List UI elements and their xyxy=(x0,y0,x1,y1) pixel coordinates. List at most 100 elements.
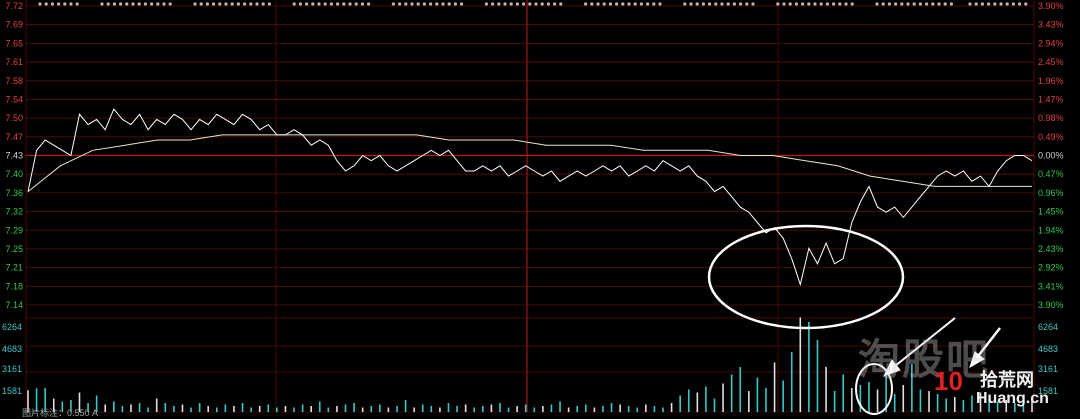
dot-marker xyxy=(912,2,916,6)
volume-tick-label: 1581 xyxy=(2,386,22,396)
dot-marker xyxy=(726,2,730,6)
price-tick-label: 7.32 xyxy=(5,207,23,217)
dot-marker xyxy=(497,2,501,6)
percent-tick-label: 1.47% xyxy=(1038,94,1064,104)
dot-marker xyxy=(125,2,129,6)
dot-marker xyxy=(838,2,842,6)
dot-marker xyxy=(106,2,110,6)
dot-marker xyxy=(230,2,234,6)
percent-tick-label: 1.94% xyxy=(1038,225,1064,235)
dot-marker xyxy=(807,2,811,6)
price-tick-label: 7.29 xyxy=(5,225,23,235)
dot-marker xyxy=(305,2,309,6)
dot-marker xyxy=(646,2,650,6)
dot-marker xyxy=(422,2,426,6)
percent-tick-label: 0.96% xyxy=(1038,188,1064,198)
dot-marker xyxy=(491,2,495,6)
percent-tick-label: 1.45% xyxy=(1038,207,1064,217)
percent-tick-label: 0.47% xyxy=(1038,169,1064,179)
dot-marker xyxy=(639,2,644,6)
logo-domain: Huang.cn xyxy=(976,390,1049,407)
price-tick-label: 7.43 xyxy=(5,151,23,161)
dot-marker xyxy=(534,2,538,6)
dot-marker xyxy=(267,2,271,6)
top-dot-row xyxy=(38,2,1028,6)
dot-marker xyxy=(1005,2,1009,6)
dot-marker xyxy=(881,2,885,6)
dot-marker xyxy=(410,2,414,6)
dot-marker xyxy=(993,2,997,6)
volume-tick-label-right: 4683 xyxy=(1038,344,1058,354)
dot-marker xyxy=(323,2,327,6)
dot-marker xyxy=(360,2,364,6)
dot-marker xyxy=(329,2,333,6)
watermark-text: 淘股吧 xyxy=(858,336,991,383)
dot-marker xyxy=(720,2,724,6)
dot-marker xyxy=(205,2,209,6)
dot-marker xyxy=(695,2,699,6)
highlight-circle-large xyxy=(707,224,905,330)
dot-marker xyxy=(801,2,805,6)
dot-marker xyxy=(559,2,563,6)
dot-marker xyxy=(540,2,544,6)
price-tick-label: 7.40 xyxy=(5,169,23,179)
percent-tick-label: 0.00% xyxy=(1038,151,1064,161)
volume-tick-label: 6264 xyxy=(2,322,22,332)
percent-tick-label: 2.92% xyxy=(1038,263,1064,273)
volume-tick-label: 3161 xyxy=(2,364,22,374)
price-tick-label: 7.50 xyxy=(5,113,23,123)
dot-marker xyxy=(739,2,743,6)
volume-tick-label-right: 1581 xyxy=(1038,386,1058,396)
dot-marker xyxy=(292,2,296,6)
dot-marker xyxy=(782,2,786,6)
dot-marker xyxy=(751,2,755,6)
dot-marker xyxy=(937,2,941,6)
volume-axis: 6264 4683 3161 1581 6264 4683 3161 1581 xyxy=(2,322,1058,396)
dot-marker xyxy=(50,2,55,6)
dot-marker xyxy=(894,2,898,6)
percent-tick-label: 3.43% xyxy=(1038,20,1064,30)
dot-marker xyxy=(44,2,48,6)
dot-marker xyxy=(906,2,910,6)
dot-marker xyxy=(143,2,147,6)
dot-marker xyxy=(602,2,606,6)
dot-marker xyxy=(633,2,637,6)
dot-marker xyxy=(398,2,402,6)
price-tick-label: 7.14 xyxy=(5,300,23,310)
highlight-circle-small xyxy=(855,363,893,415)
percent-tick-label: 0.98% xyxy=(1038,113,1064,123)
volume-tick-label-right: 6264 xyxy=(1038,322,1058,332)
percent-tick-label: 1.96% xyxy=(1038,76,1064,86)
dot-marker xyxy=(441,2,445,6)
percent-tick-label: 3.90% xyxy=(1038,300,1064,310)
percent-tick-label: 2.94% xyxy=(1038,38,1064,48)
dot-marker xyxy=(453,2,457,6)
dot-marker xyxy=(1024,2,1028,6)
dot-marker xyxy=(236,2,240,6)
dot-marker xyxy=(218,2,222,6)
dot-marker xyxy=(546,2,551,6)
dot-marker xyxy=(590,2,594,6)
dot-marker xyxy=(168,2,172,6)
dot-marker xyxy=(652,2,656,6)
dot-marker xyxy=(987,2,991,6)
dot-marker xyxy=(522,2,526,6)
percent-axis: 3.90% 3.43% 2.94% 2.45% 1.96% 1.47% 0.98% 0.49%… xyxy=(1038,1,1064,310)
dot-marker xyxy=(212,2,216,6)
dot-marker xyxy=(714,2,718,6)
arrow-annotation-2 xyxy=(969,327,1001,369)
dot-marker xyxy=(968,2,972,6)
percent-tick-label: 3.90% xyxy=(1038,1,1064,11)
dot-marker xyxy=(813,2,817,6)
price-tick-label: 7.65 xyxy=(5,38,23,48)
dot-marker xyxy=(416,2,420,6)
price-tick-label: 7.18 xyxy=(5,281,23,291)
price-tick-label: 7.69 xyxy=(5,20,23,30)
logo-text: 拾荒网 xyxy=(980,370,1034,390)
dot-marker xyxy=(404,2,408,6)
dot-marker xyxy=(825,2,830,6)
dot-marker xyxy=(844,2,848,6)
dot-marker xyxy=(100,2,104,6)
dot-marker xyxy=(348,2,352,6)
price-tick-label: 7.36 xyxy=(5,188,23,198)
